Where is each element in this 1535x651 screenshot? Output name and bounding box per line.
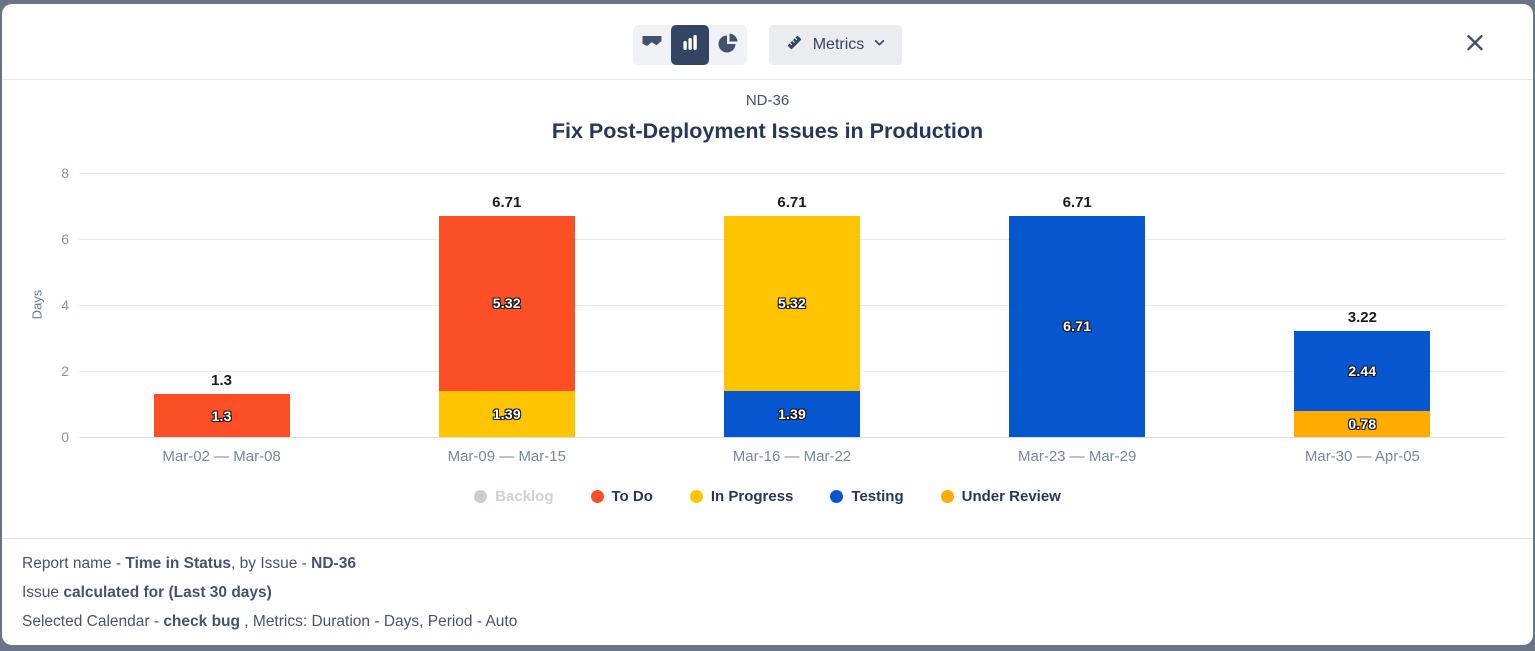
segment-value-label: 5.32 — [492, 295, 521, 312]
report-footer: Report name - Time in Status, by Issue -… — [2, 539, 1533, 636]
legend-label: Under Review — [961, 487, 1061, 505]
chart-type-switcher — [632, 24, 747, 65]
legend-color-dot — [830, 489, 844, 503]
calendar-metrics-line: Selected Calendar - check bug , Metrics:… — [22, 613, 518, 630]
bar-total-label: 3.22 — [1347, 308, 1377, 326]
segment-value-label: 1.39 — [777, 406, 807, 423]
ruler-icon — [785, 33, 804, 57]
chart-legend: Backlog To Do In Progress Testing Under Revi… — [2, 487, 1533, 505]
plot-area: Days 0 2 4 6 8 1.3 1.3 Mar-02 — Mar-08 1.39 5.32 6… — [30, 165, 1505, 465]
legend-color-dot — [689, 489, 703, 503]
calculated-for-line: Issue calculated for (Last 30 days) — [22, 584, 272, 601]
bar-total-label: 6.71 — [1062, 193, 1092, 211]
gridline — [79, 436, 1505, 438]
report-name-line: Report name - Time in Status, by Issue -… — [22, 555, 356, 572]
y-axis-tick-label: 8 — [61, 165, 69, 181]
y-axis-tick-label: 0 — [61, 429, 69, 445]
segment-value-label: 0.78 — [1348, 416, 1377, 433]
legend-label: Testing — [851, 487, 904, 505]
bar-segment-in-progress[interactable]: 5.32 — [724, 215, 860, 392]
close-button[interactable] — [1459, 26, 1491, 61]
issue-key-subtitle: ND-36 — [745, 92, 790, 109]
area-chart-icon — [640, 31, 664, 58]
legend-item-under-review[interactable]: Under Review — [940, 487, 1061, 505]
segment-value-label: 1.3 — [211, 407, 232, 424]
metrics-dropdown-label: Metrics — [812, 35, 865, 53]
metrics-dropdown-button[interactable]: Metrics — [768, 24, 903, 65]
bar-segment-in-progress[interactable]: 1.39 — [438, 391, 575, 437]
legend-item-backlog[interactable]: Backlog — [474, 487, 554, 505]
chart-title: Fix Post-Deployment Issues in Production — [551, 119, 984, 143]
y-axis-tick-label: 4 — [61, 297, 69, 313]
x-axis-category-label: Mar-30 — Apr-05 — [1304, 448, 1420, 465]
close-icon — [1463, 34, 1487, 57]
bar-chart-button[interactable] — [670, 24, 709, 65]
bar-total-label: 1.3 — [211, 372, 233, 390]
bar-total-label: 6.71 — [492, 193, 522, 211]
modal-header: Metrics — [2, 4, 1533, 80]
legend-item-in-progress[interactable]: In Progress — [689, 487, 794, 505]
bar-segment-testing[interactable]: 1.39 — [724, 391, 860, 437]
legend-color-dot — [940, 489, 954, 503]
pie-chart-button[interactable] — [709, 25, 747, 65]
x-axis-category-label: Mar-09 — Mar-15 — [447, 448, 566, 465]
segment-value-label: 5.32 — [777, 295, 807, 312]
bar-segment-under-review[interactable]: 0.78 — [1294, 411, 1431, 437]
segment-value-label: 6.71 — [1063, 318, 1092, 335]
legend-item-testing[interactable]: Testing — [830, 487, 904, 505]
gridline — [79, 172, 1505, 174]
area-chart-button[interactable] — [633, 25, 671, 65]
bar-segment-testing[interactable]: 2.44 — [1294, 330, 1431, 412]
bar-chart-icon — [678, 31, 702, 58]
bar-segment-to-do[interactable]: 5.32 — [438, 215, 575, 392]
segment-value-label: 1.39 — [492, 406, 521, 423]
legend-item-to-do[interactable]: To Do — [590, 487, 653, 505]
footer-divider — [2, 538, 1533, 539]
y-axis-tick-label: 2 — [61, 363, 69, 379]
legend-label: To Do — [611, 487, 653, 505]
legend-color-dot — [590, 489, 604, 503]
legend-label: Backlog — [495, 487, 554, 505]
y-axis-tick-label: 6 — [61, 231, 69, 247]
bar-total-label: 6.71 — [777, 193, 807, 211]
chart-toolbar: Metrics — [632, 24, 903, 65]
chevron-down-icon — [873, 36, 886, 54]
x-axis-category-label: Mar-23 — Mar-29 — [1018, 448, 1137, 465]
x-axis-category-label: Mar-02 — Mar-08 — [162, 448, 281, 465]
segment-value-label: 2.44 — [1348, 363, 1377, 379]
legend-label: In Progress — [710, 487, 794, 505]
time-in-status-modal: Metrics ND-36 Fix Post-Deployment Issues… — [2, 4, 1533, 645]
bar-segment-to-do[interactable]: 1.3 — [153, 394, 290, 437]
bar-segment-testing[interactable]: 6.71 — [1009, 215, 1146, 437]
pie-chart-icon — [716, 31, 740, 58]
x-axis-category-label: Mar-16 — Mar-22 — [732, 448, 852, 465]
legend-color-dot — [474, 489, 488, 503]
